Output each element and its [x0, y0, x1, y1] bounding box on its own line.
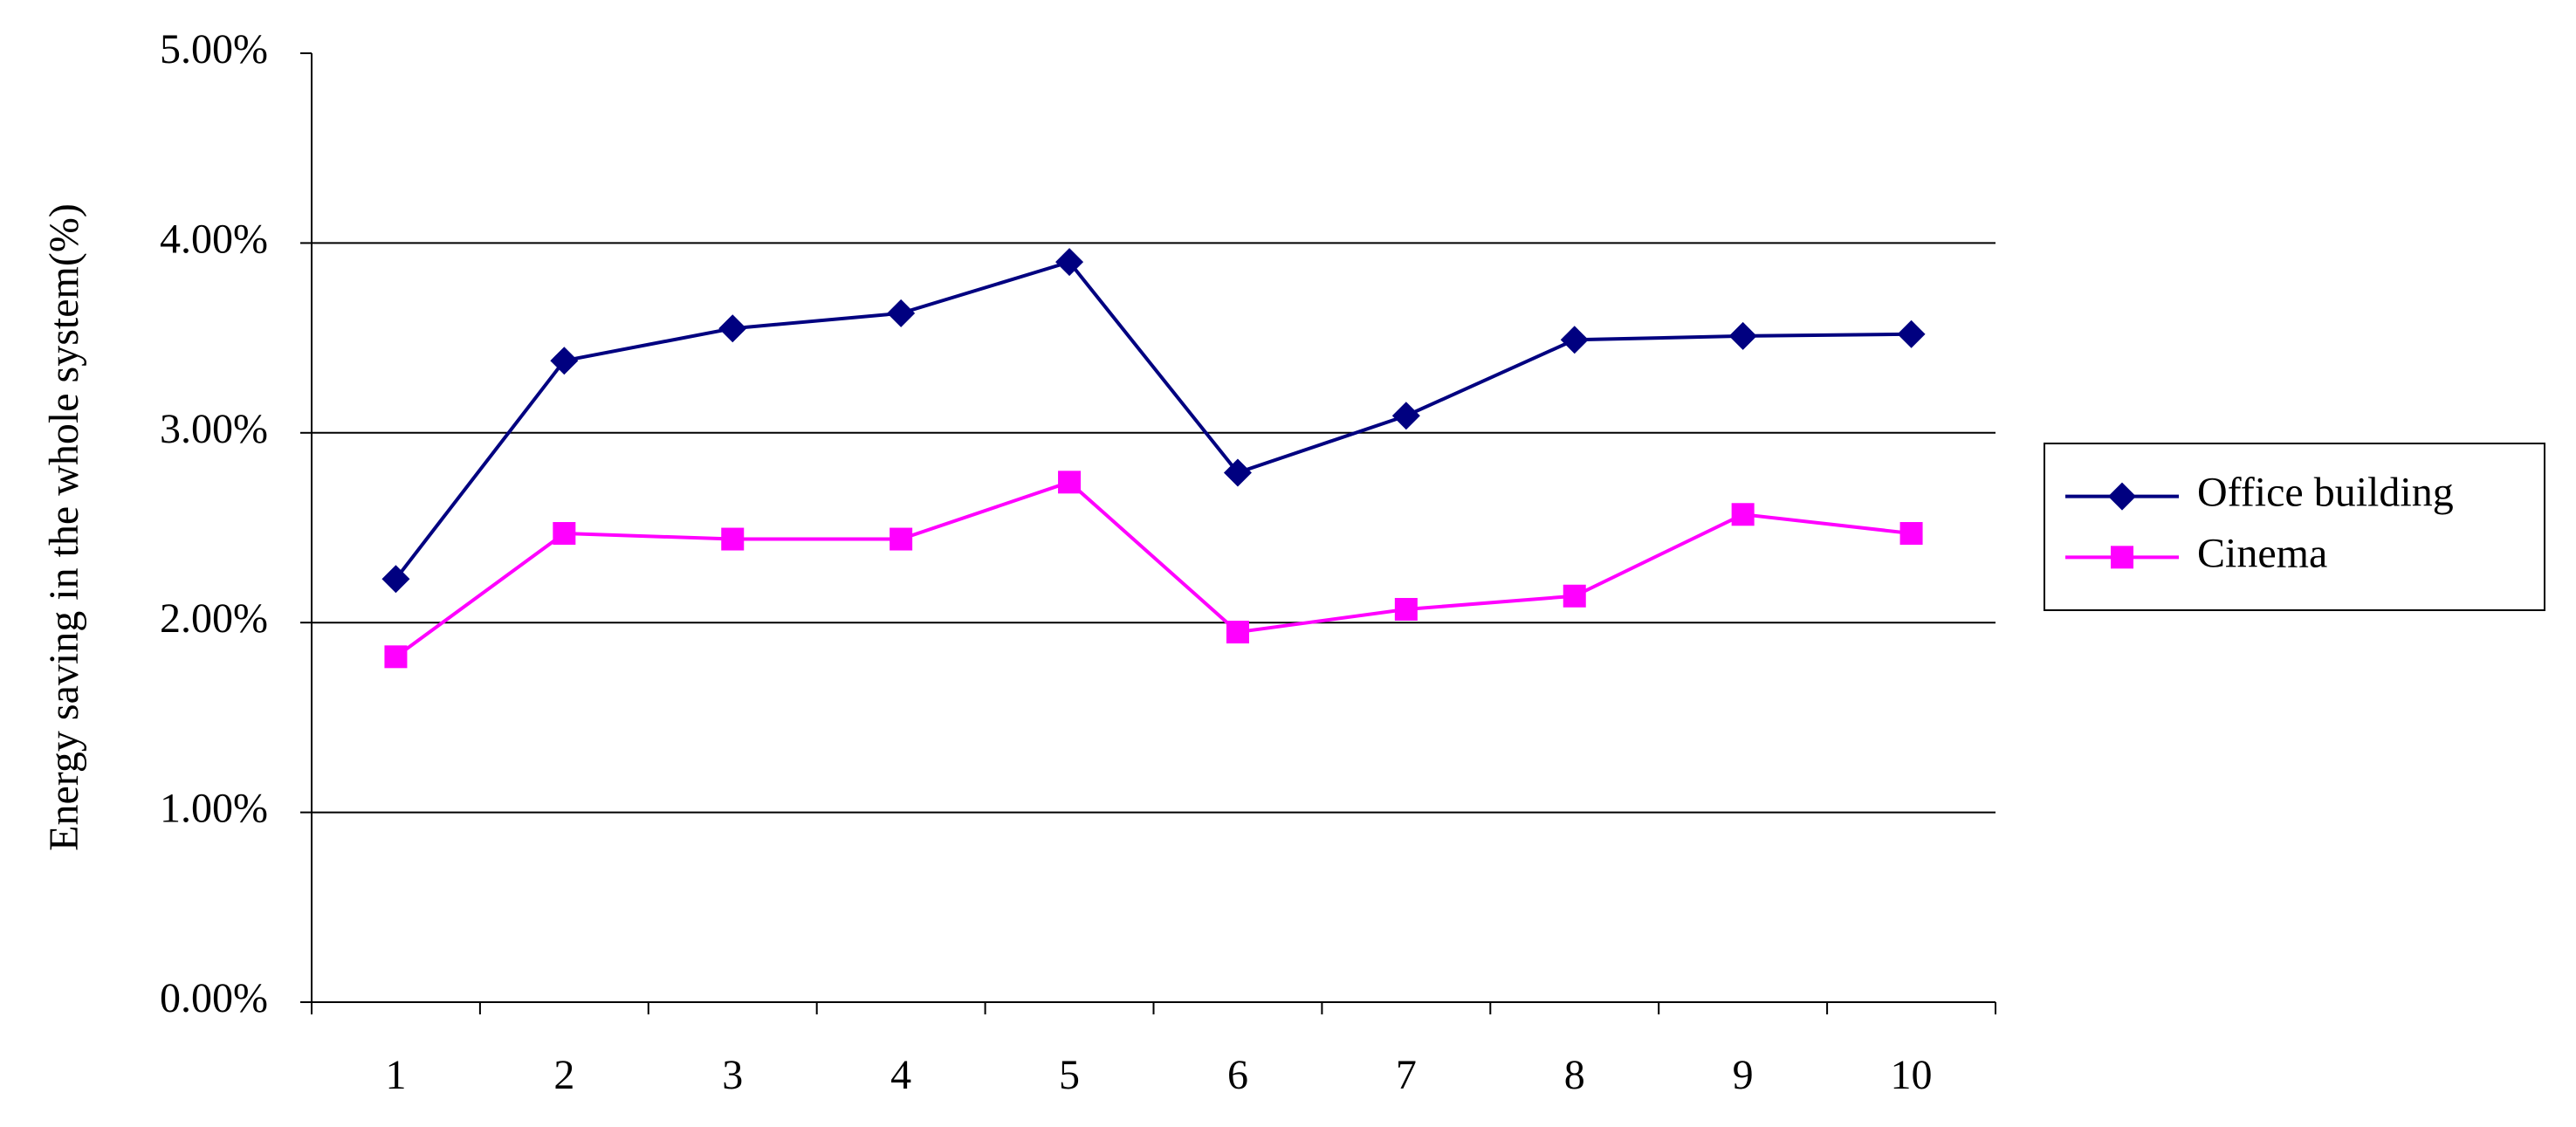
- y-tick-label: 4.00%: [160, 216, 268, 262]
- legend-label: Cinema: [2197, 530, 2327, 576]
- y-tick-label: 3.00%: [160, 406, 268, 452]
- x-tick-label: 1: [385, 1052, 406, 1098]
- marker: [1728, 321, 1757, 350]
- marker: [1731, 503, 1755, 526]
- legend: Office building Cinema: [2044, 443, 2545, 611]
- marker: [890, 527, 913, 551]
- x-tick-label: 2: [553, 1052, 574, 1098]
- y-tick-label: 5.00%: [160, 26, 268, 72]
- y-tick-label: 0.00%: [160, 975, 268, 1021]
- marker: [2108, 482, 2136, 511]
- y-axis-label: Energy saving in the whole system(%): [41, 203, 87, 851]
- y-tick-label: 1.00%: [160, 786, 268, 832]
- x-tick-label: 8: [1564, 1052, 1585, 1098]
- marker: [887, 299, 916, 327]
- marker: [1391, 402, 1420, 430]
- marker: [553, 522, 576, 546]
- x-tick-label: 7: [1396, 1052, 1417, 1098]
- marker: [1394, 597, 1418, 621]
- marker: [718, 314, 747, 343]
- x-tick-label: 9: [1733, 1052, 1754, 1098]
- series-line: [394, 259, 1912, 581]
- x-tick-label: 5: [1059, 1052, 1080, 1098]
- marker: [381, 565, 410, 594]
- marker: [2111, 546, 2133, 569]
- series-line: [395, 480, 1912, 658]
- x-tick-label: 3: [722, 1052, 743, 1098]
- marker: [1560, 326, 1589, 354]
- marker: [1058, 471, 1082, 494]
- marker: [721, 527, 745, 551]
- marker: [1223, 458, 1252, 487]
- marker: [1897, 320, 1926, 348]
- legend-label: Office building: [2197, 470, 2454, 516]
- marker: [1055, 248, 1084, 277]
- x-tick-label: 4: [890, 1052, 911, 1098]
- y-tick-label: 2.00%: [160, 595, 268, 642]
- marker: [384, 645, 408, 669]
- marker: [1226, 621, 1249, 644]
- legend-box: [2044, 443, 2545, 611]
- x-tick-label: 10: [1891, 1052, 1933, 1098]
- marker: [1563, 584, 1586, 608]
- marker: [550, 347, 579, 375]
- x-tick-label: 6: [1227, 1052, 1248, 1098]
- marker: [1899, 522, 1923, 546]
